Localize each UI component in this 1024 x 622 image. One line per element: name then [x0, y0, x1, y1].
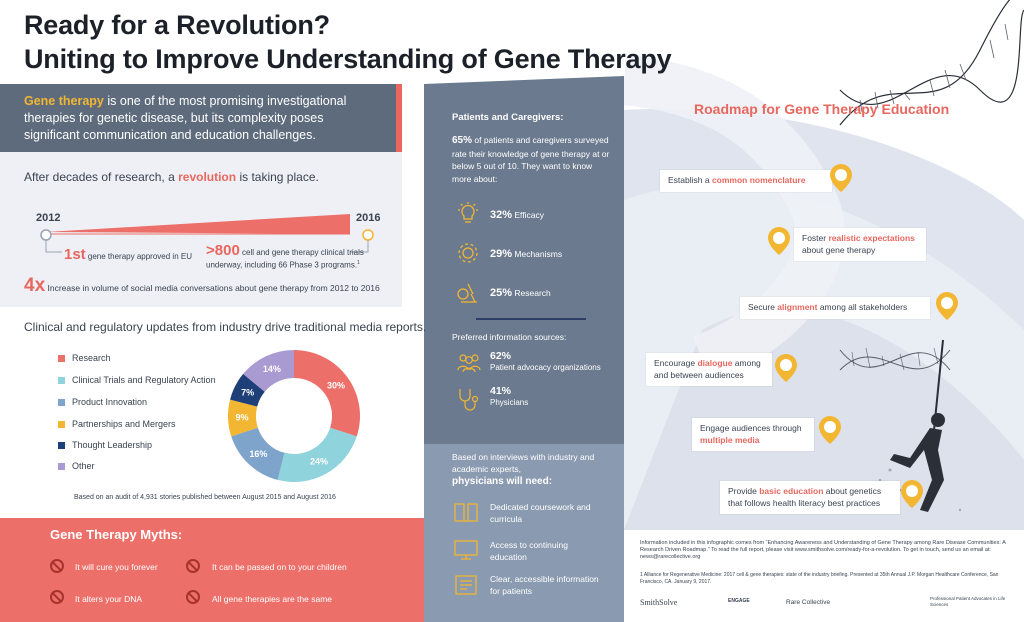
- social-media-stat: 4x Increase in volume of social media co…: [24, 275, 380, 296]
- want-research: 25% Research: [490, 287, 551, 299]
- preferred-sources-title: Preferred information sources:: [452, 332, 567, 342]
- roadmap-step-alignment: Secure alignment among all stakeholders: [740, 297, 930, 319]
- donut-slice-label: 7%: [241, 387, 254, 397]
- donut-slice: [231, 427, 285, 480]
- map-pin-icon: [775, 354, 797, 382]
- timeline-wedge: [40, 214, 374, 253]
- roadmap-step-expectations: Foster realistic expectations about gene…: [794, 228, 926, 261]
- donut-slice-label: 9%: [236, 413, 249, 423]
- legend-label: Clinical Trials and Regulatory Action: [72, 375, 216, 385]
- legend-label: Product Innovation: [72, 397, 148, 407]
- logo-smithsolve: SmithSolve: [640, 598, 678, 607]
- middle-column-bg: [424, 76, 624, 446]
- legend-swatch: [58, 377, 65, 384]
- media-donut-chart: 30% 24% 16% 9% 7% 14%: [228, 350, 360, 482]
- decades-text: After decades of research, a revolution …: [24, 170, 319, 184]
- roadmap-step-dialogue: Encourage dialogue among and between aud…: [646, 353, 772, 386]
- legend-label: Research: [72, 353, 111, 363]
- donut-slice-label: 30%: [327, 380, 345, 390]
- need-information: Clear, accessible information for patien…: [490, 574, 599, 596]
- legend-swatch: [58, 399, 65, 406]
- want-efficacy: 32% Efficacy: [490, 209, 544, 221]
- intro-text: is one of the most promising investigati…: [24, 94, 347, 142]
- myths-panel: [0, 518, 424, 622]
- page-title-line2: Uniting to Improve Understanding of Gene…: [24, 44, 672, 74]
- donut-slice: [230, 373, 265, 407]
- need-coursework: Dedicated coursework and curricula: [490, 502, 591, 524]
- physicians-panel-bg: [424, 444, 624, 622]
- donut-slice: [243, 350, 294, 392]
- roadmap-title: Roadmap for Gene Therapy Education: [694, 101, 950, 117]
- patients-body: 65% of patients and caregivers surveyed …: [452, 135, 610, 184]
- donut-slice: [277, 427, 357, 482]
- legend-swatch: [58, 442, 65, 449]
- legend-label: Partnerships and Mergers: [72, 419, 176, 429]
- donut-slice: [294, 350, 360, 437]
- roadmap-step-nomenclature: Establish a common nomenclature: [660, 170, 832, 192]
- roadmap-step-education: Provide basic education about genetics t…: [720, 481, 900, 514]
- legend-label: Other: [72, 461, 95, 471]
- legend-swatch: [58, 355, 65, 362]
- intro-accent-bar: [396, 84, 402, 152]
- want-mechanisms: 29% Mechanisms: [490, 248, 563, 260]
- map-pin-icon: [768, 227, 790, 255]
- no-icon: [50, 559, 64, 573]
- intro-banner: Gene therapy is one of the most promisin…: [0, 84, 402, 152]
- no-icon: [186, 590, 200, 604]
- audit-note: Based on an audit of 4,931 stories publi…: [74, 494, 336, 501]
- physicians-intro: Based on interviews with industry and ac…: [452, 452, 595, 487]
- map-pin-icon: [819, 416, 841, 444]
- monitor-icon: [454, 540, 478, 560]
- donut-slice-label: 14%: [263, 364, 281, 374]
- intro-lead: Gene therapy: [24, 94, 104, 108]
- lightbulb-icon: [458, 202, 478, 223]
- legend-swatch: [58, 463, 65, 470]
- myths-title: Gene Therapy Myths:: [50, 527, 183, 542]
- roadmap-step-media: Engage audiences through multiple media: [692, 418, 814, 451]
- timeline-end-marker: [362, 229, 374, 241]
- need-education: Access to continuing education: [490, 540, 568, 562]
- stethoscope-icon: [459, 389, 479, 411]
- info-text: Information included in this infographic…: [640, 540, 1006, 560]
- source-physicians: 41% Physicians: [490, 385, 529, 408]
- page-title-line1: Ready for a Revolution?: [24, 10, 330, 40]
- donut-slice-label: 24%: [310, 457, 328, 467]
- gear-icon: [458, 243, 478, 263]
- logo-engage: ENGAGE: [728, 598, 750, 604]
- donut-slice: [228, 399, 258, 437]
- group-icon: [457, 354, 481, 373]
- map-pin-icon: [830, 164, 852, 192]
- myth-item: It alters your DNA: [75, 594, 143, 604]
- microscope-icon: [457, 283, 477, 303]
- runner-with-dna-flag-illustration: [839, 339, 962, 512]
- logo-rare-collective: Rare Collective: [786, 599, 831, 606]
- document-icon: [455, 575, 477, 595]
- section-divider: [476, 318, 586, 320]
- no-icon: [186, 559, 200, 573]
- first-approval-stat: 1st gene therapy approved in EU: [64, 246, 192, 263]
- myth-item: All gene therapies are the same: [212, 594, 333, 604]
- clinical-section-title: Clinical and regulatory updates from ind…: [24, 320, 427, 334]
- legend-label: Thought Leadership: [72, 440, 153, 450]
- patients-title: Patients and Caregivers:: [452, 112, 564, 123]
- timeline-start-year: 2012: [36, 212, 61, 224]
- legend-swatch: [58, 421, 65, 428]
- map-pin-icon: [901, 480, 923, 508]
- info-footnote: 1 Alliance for Regenerative Medicine: 20…: [640, 572, 999, 585]
- myth-item: It will cure you forever: [75, 562, 158, 572]
- info-footer: [624, 530, 1024, 622]
- timeline-end-year: 2016: [356, 212, 381, 224]
- myth-item: It can be passed on to your children: [212, 562, 347, 572]
- timeline-start-marker: [40, 229, 52, 241]
- logo-ppa: Professional Patient Advocates in Life S…: [930, 596, 1006, 607]
- map-pin-icon: [936, 292, 958, 320]
- source-advocacy: 62% Patient advocacy organizations: [490, 350, 601, 373]
- no-icon: [50, 590, 64, 604]
- donut-slice-label: 16%: [249, 449, 267, 459]
- trials-stat: >800 cell and gene therapy clinical tria…: [206, 242, 364, 270]
- book-icon: [454, 503, 478, 522]
- dna-helix-icon: [839, 0, 1024, 126]
